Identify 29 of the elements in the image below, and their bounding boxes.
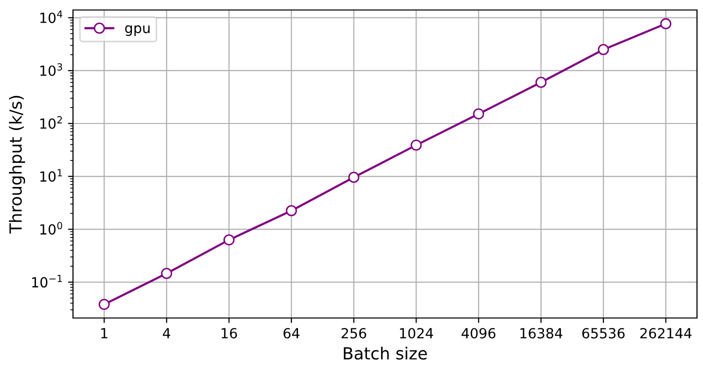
legend-label: gpu bbox=[125, 25, 150, 36]
x-tick-label: 16384 bbox=[520, 328, 562, 338]
x-tick-label: 4096 bbox=[462, 328, 496, 338]
x-tick-label: 1 bbox=[101, 328, 108, 338]
x-tick-label: 262144 bbox=[640, 328, 692, 338]
x-axis-title: Batch size bbox=[344, 346, 427, 360]
x-tick-label: 256 bbox=[342, 328, 366, 338]
point bbox=[598, 44, 609, 56]
point bbox=[410, 140, 422, 151]
point bbox=[535, 76, 547, 88]
point bbox=[98, 298, 110, 310]
y-tick-label: 10$^{2}$ bbox=[40, 116, 62, 129]
y-tick-label: 10$^{3}$ bbox=[40, 63, 62, 76]
x-tick-label: 16 bbox=[222, 328, 237, 338]
y-tick-label: 10$^{−1}$ bbox=[32, 274, 62, 288]
point bbox=[223, 234, 235, 246]
y-axis-title: Throughput (k/s) bbox=[8, 96, 26, 234]
point bbox=[286, 205, 297, 216]
x-tick-label: 4 bbox=[162, 328, 170, 338]
point bbox=[348, 172, 360, 183]
point bbox=[660, 18, 672, 30]
x-tick-label: 64 bbox=[284, 328, 300, 338]
y-tick-label: 10$^{0}$ bbox=[40, 222, 62, 235]
y-tick-label: 10$^{1}$ bbox=[40, 169, 62, 182]
point bbox=[473, 108, 484, 120]
x-tick-label: 1024 bbox=[400, 328, 434, 338]
y-tick-label: 10$^{4}$ bbox=[40, 10, 62, 24]
point bbox=[161, 268, 172, 280]
x-tick-label: 65536 bbox=[582, 328, 625, 338]
